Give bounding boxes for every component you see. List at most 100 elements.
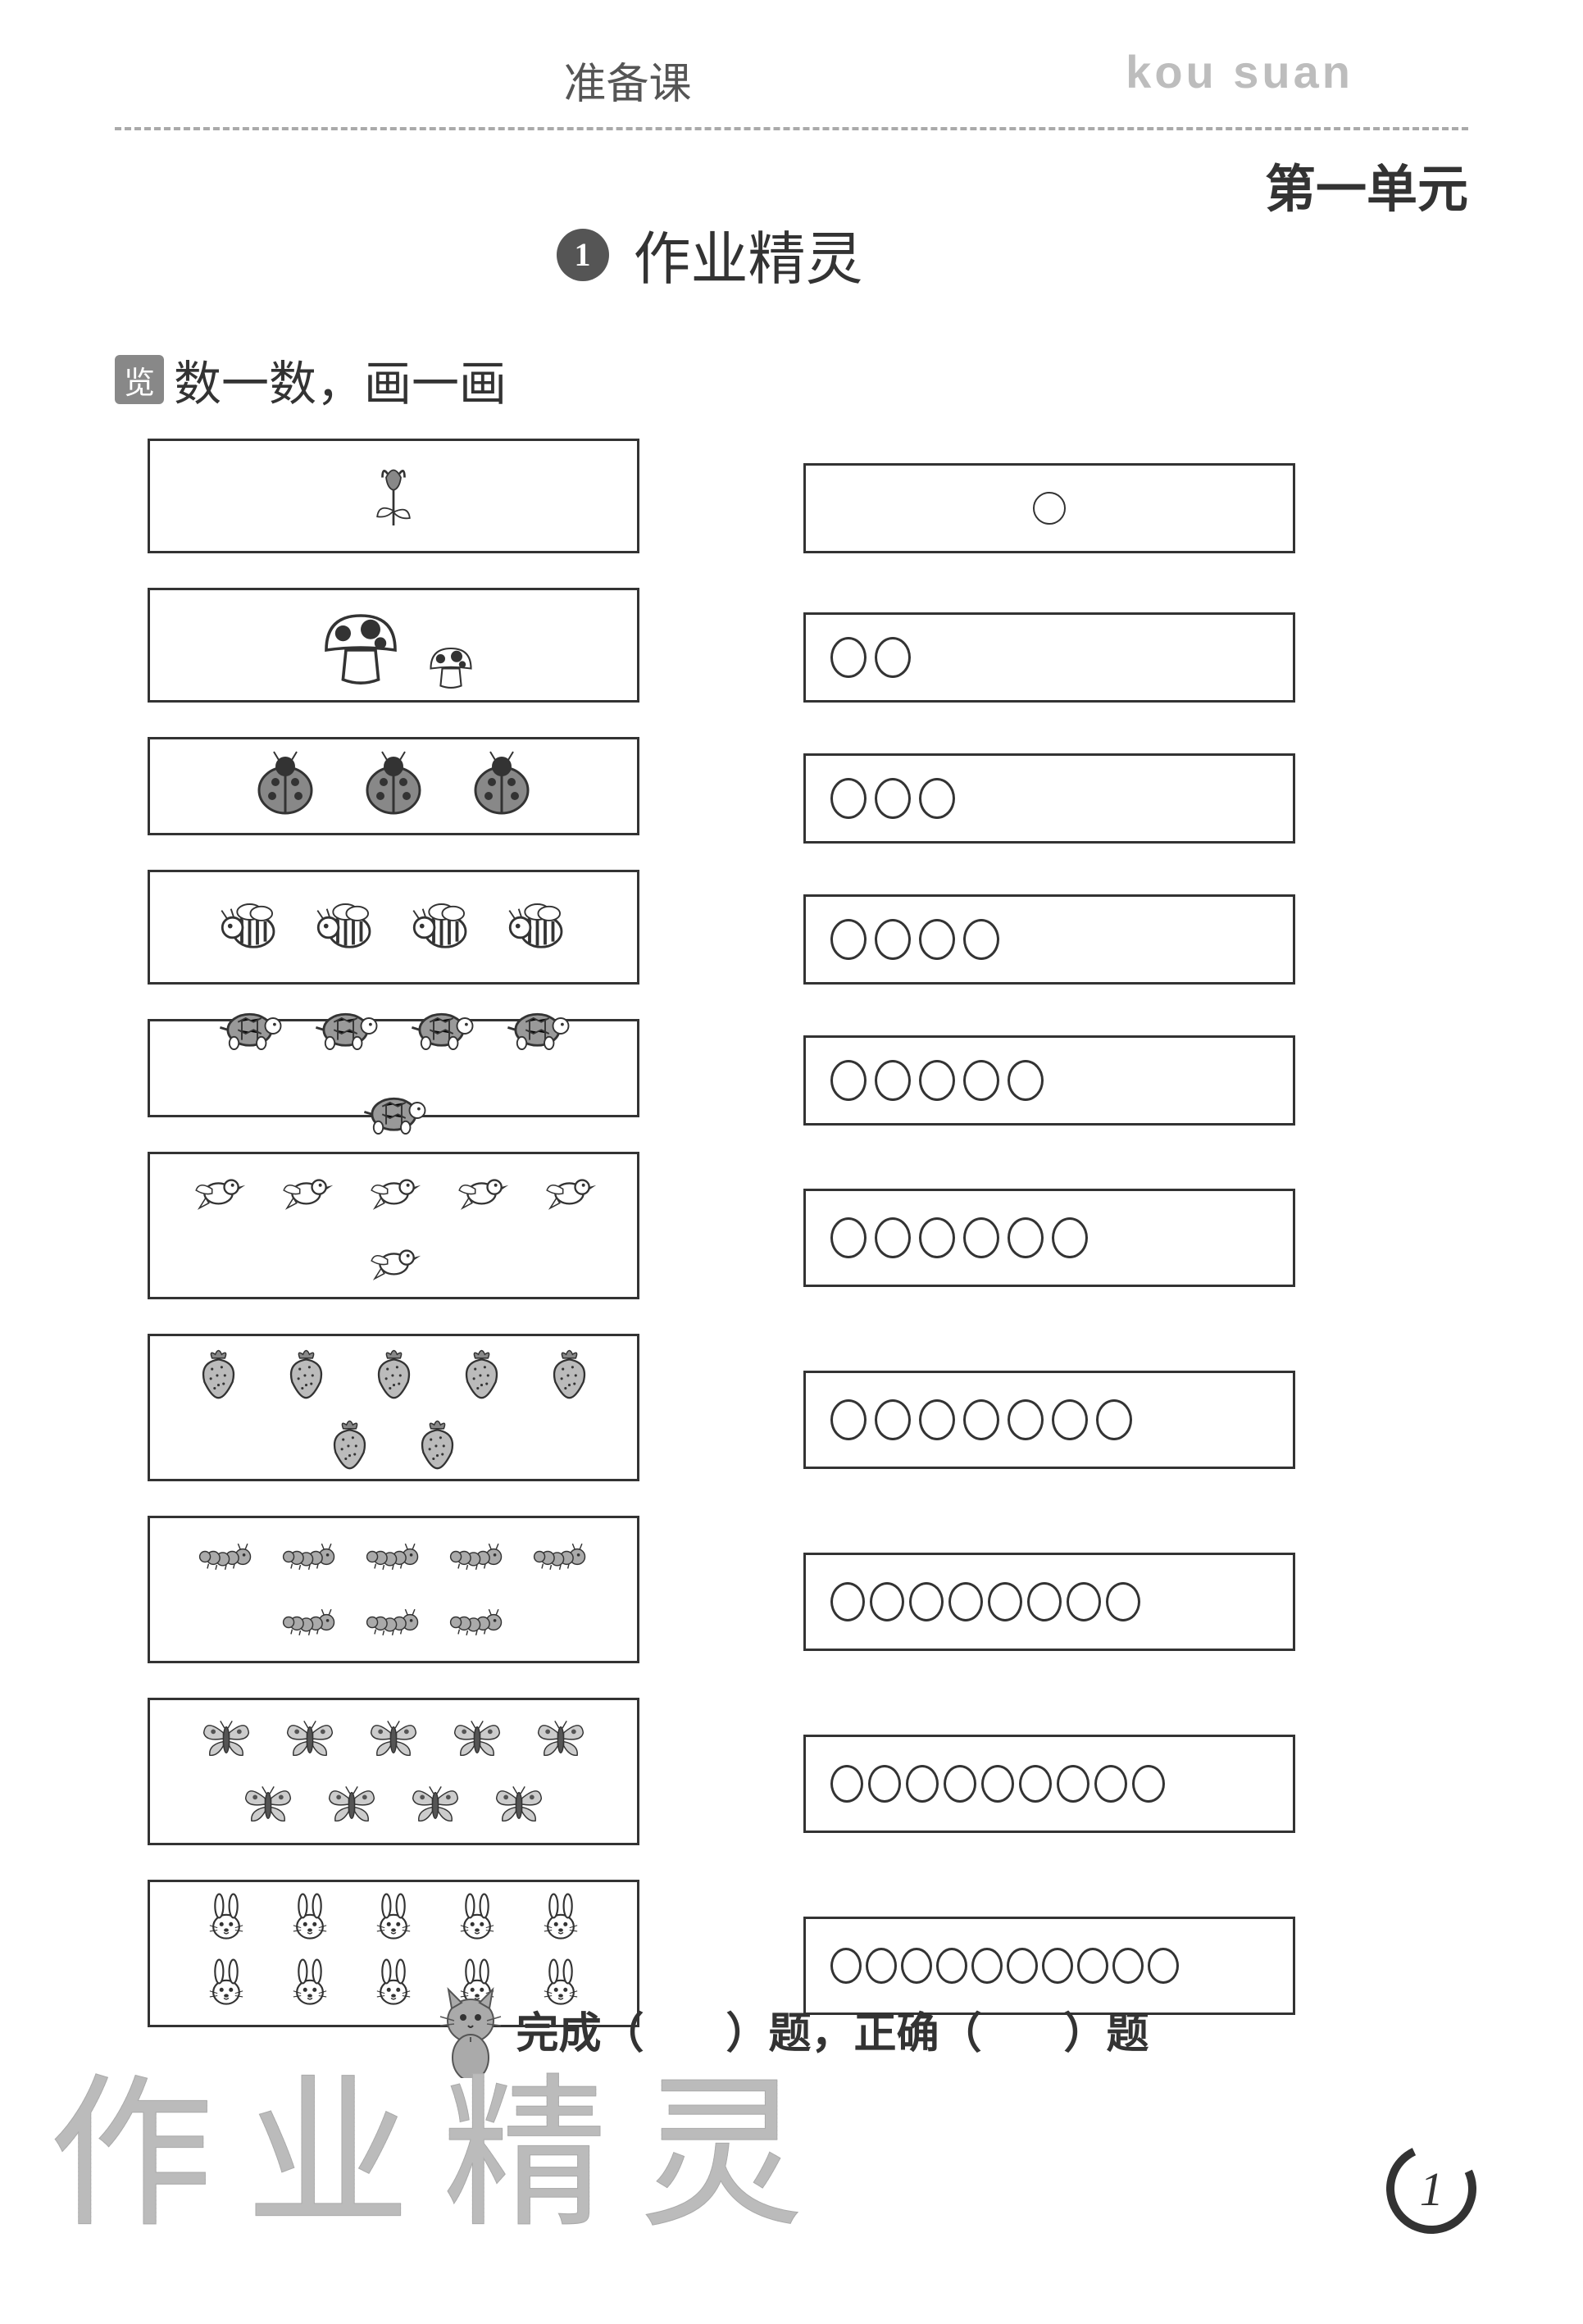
bird-icon (355, 1229, 433, 1293)
page-header: 准备课 kou suan 第一单元 (0, 0, 1583, 180)
picture-box (148, 588, 639, 703)
answer-column (803, 439, 1295, 2040)
answer-circle (963, 1217, 999, 1258)
answer-box (803, 1371, 1295, 1469)
answer-circle (868, 1765, 901, 1803)
picture-box (148, 1334, 639, 1481)
rabbit-icon (273, 1891, 347, 1950)
answer-circle (875, 1060, 911, 1101)
butterfly-icon (524, 1709, 598, 1768)
answer-circle (1057, 1765, 1089, 1803)
answer-circle (830, 778, 867, 819)
section-heading: 览 数一数，画一画 (115, 345, 1468, 414)
answer-circle (971, 1948, 1003, 1984)
bee-icon (207, 889, 293, 966)
unit-label: 第一单元 (1265, 148, 1468, 221)
answer-circle (988, 1582, 1022, 1621)
answer-circle (830, 1765, 863, 1803)
caterpillar-icon (273, 1593, 347, 1652)
answer-circle (1112, 1948, 1144, 1984)
butterfly-icon (273, 1709, 347, 1768)
strawberry-icon (530, 1340, 608, 1404)
answer-box (803, 612, 1295, 703)
turtle-icon (398, 987, 484, 1065)
answer-circle (830, 637, 867, 678)
strawberry-icon (355, 1340, 433, 1404)
lesson-number-badge: 1 (557, 229, 609, 281)
section-title: 数一数，画一画 (174, 345, 507, 414)
bird-icon (530, 1158, 608, 1222)
answer-box (803, 1189, 1295, 1287)
answer-circle (1007, 1948, 1038, 1984)
answer-box (803, 1035, 1295, 1126)
answer-circle (830, 1060, 867, 1101)
caterpillar-icon (273, 1527, 347, 1586)
rabbit-icon (440, 1891, 514, 1950)
turtle-icon (494, 987, 580, 1065)
bird-icon (443, 1158, 521, 1222)
strawberry-icon (398, 1411, 476, 1475)
tulip-icon (357, 451, 430, 541)
caterpillar-icon (189, 1527, 263, 1586)
answer-circle (1008, 1217, 1044, 1258)
answer-circle (866, 1948, 897, 1984)
answer-circle (906, 1765, 939, 1803)
answer-circle (901, 1948, 932, 1984)
strawberry-icon (311, 1411, 389, 1475)
answer-box (803, 1553, 1295, 1651)
butterfly-icon (231, 1775, 305, 1834)
answer-circle (875, 919, 911, 960)
answer-box (803, 753, 1295, 844)
answer-circle (1148, 1948, 1179, 1984)
answer-circle (1008, 1399, 1044, 1440)
answer-circle (1019, 1765, 1052, 1803)
answer-circle (963, 1399, 999, 1440)
caterpillar-icon (440, 1593, 514, 1652)
answer-circle (919, 778, 955, 819)
answer-circle (1106, 1582, 1140, 1621)
answer-circle (830, 1948, 862, 1984)
answer-box (803, 894, 1295, 985)
rabbit-icon (189, 1891, 263, 1950)
answer-circle (875, 637, 911, 678)
picture-box (148, 1019, 639, 1117)
answer-circle (919, 1060, 955, 1101)
ladybug-icon (236, 745, 334, 827)
picture-box (148, 1152, 639, 1299)
caterpillar-icon (440, 1527, 514, 1586)
answer-circle (936, 1948, 967, 1984)
ladybug-icon (453, 745, 551, 827)
butterfly-icon (398, 1775, 472, 1834)
answer-circle (919, 1399, 955, 1440)
caterpillar-icon (357, 1527, 430, 1586)
footer-text-3: ）题 (1064, 1999, 1149, 2060)
answer-circle (944, 1765, 976, 1803)
strawberry-icon (180, 1340, 257, 1404)
answer-circle (830, 1582, 865, 1621)
bee-icon (494, 889, 580, 966)
lesson-brush-title: 作业精灵 (634, 213, 863, 296)
answer-circle (830, 1217, 867, 1258)
answer-circle (1132, 1765, 1165, 1803)
turtle-icon (351, 1071, 437, 1149)
bee-icon (302, 889, 389, 966)
picture-column (148, 439, 639, 2040)
picture-box (148, 870, 639, 985)
printed-circle (1033, 492, 1066, 525)
butterfly-icon (357, 1709, 430, 1768)
rabbit-icon (524, 1891, 598, 1950)
watermark-text: 作业精灵 (49, 2021, 836, 2258)
caterpillar-icon (357, 1593, 430, 1652)
answer-circle (1042, 1948, 1073, 1984)
caterpillar-icon (524, 1527, 598, 1586)
answer-circle (919, 919, 955, 960)
butterfly-icon (315, 1775, 389, 1834)
answer-circle (919, 1217, 955, 1258)
picture-box (148, 737, 639, 835)
butterfly-icon (440, 1709, 514, 1768)
bird-icon (355, 1158, 433, 1222)
rabbit-icon (357, 1891, 430, 1950)
picture-box (148, 439, 639, 553)
seal-icon: 览 (115, 355, 164, 404)
answer-circle (963, 919, 999, 960)
